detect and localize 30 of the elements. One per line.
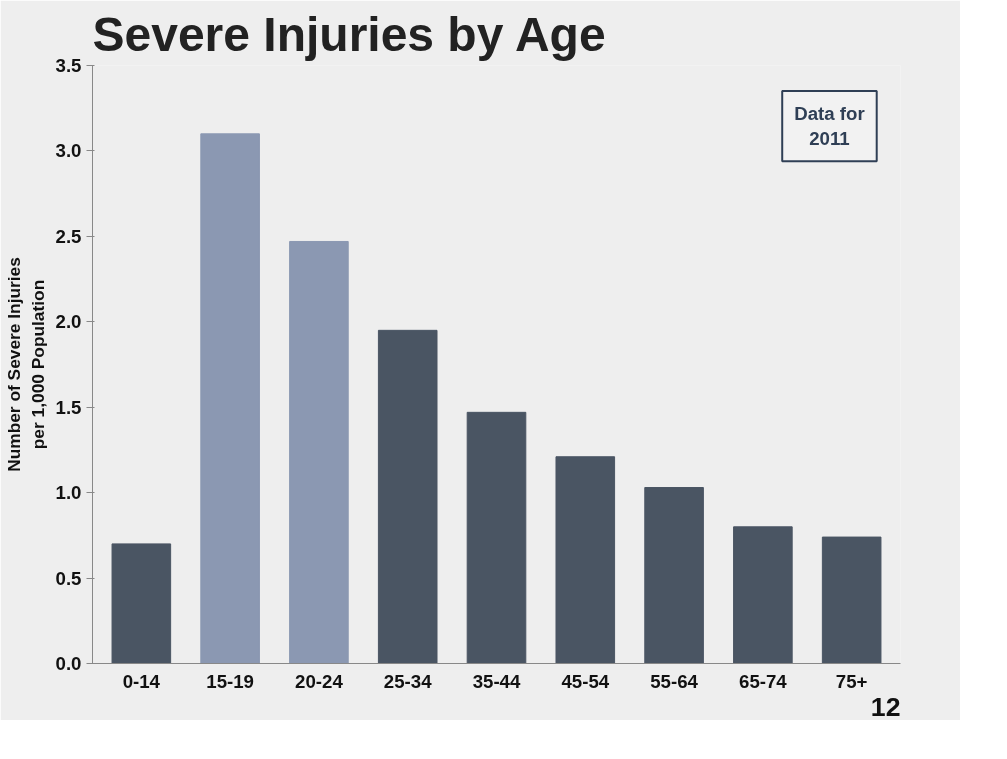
- x-tick-label: 65-74: [739, 670, 788, 692]
- bar: [644, 487, 704, 664]
- bar: [466, 411, 527, 664]
- y-tick-label: 0.5: [55, 567, 82, 589]
- bar: [111, 543, 172, 664]
- x-tick-label: 15-19: [206, 670, 254, 692]
- bar: [821, 536, 882, 664]
- y-tick-label: 1.5: [55, 396, 82, 418]
- y-tick-label: 3.5: [55, 55, 82, 76]
- chart-title: Severe Injuries by Age: [92, 7, 606, 61]
- y-tick-label: 0.0: [55, 653, 82, 674]
- y-tick-label: 1.0: [55, 482, 82, 504]
- x-tick-label: 45-54: [561, 670, 610, 692]
- y-tick-label: 3.0: [55, 140, 82, 162]
- x-tick-label: 0-14: [122, 670, 161, 692]
- x-tick-label: 75+: [835, 670, 868, 692]
- x-tick-label: 20-24: [295, 670, 344, 692]
- annotation: Data for 2011: [794, 102, 865, 150]
- x-tick-label: 55-64: [650, 670, 699, 692]
- bar: [200, 133, 260, 664]
- bar: [733, 526, 793, 664]
- bar: [555, 456, 616, 664]
- y-axis-title: Number of Severe Injuries per 1,000 Population: [3, 257, 48, 472]
- y-tick-label: 2.0: [55, 311, 82, 333]
- x-tick-label: 25-34: [383, 670, 433, 692]
- x-tick-label: 35-44: [472, 670, 521, 692]
- bar: [289, 240, 349, 664]
- y-tick-label: 2.5: [55, 225, 82, 247]
- bar: [377, 329, 438, 664]
- text: 12: [870, 691, 901, 722]
